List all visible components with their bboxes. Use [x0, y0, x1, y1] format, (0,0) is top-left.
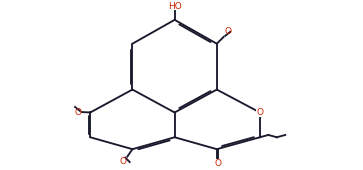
- Text: HO: HO: [168, 2, 182, 11]
- Text: O: O: [214, 159, 221, 168]
- Text: O: O: [120, 157, 127, 166]
- Text: O: O: [74, 108, 82, 116]
- Text: O: O: [224, 27, 231, 36]
- Text: O: O: [256, 108, 264, 116]
